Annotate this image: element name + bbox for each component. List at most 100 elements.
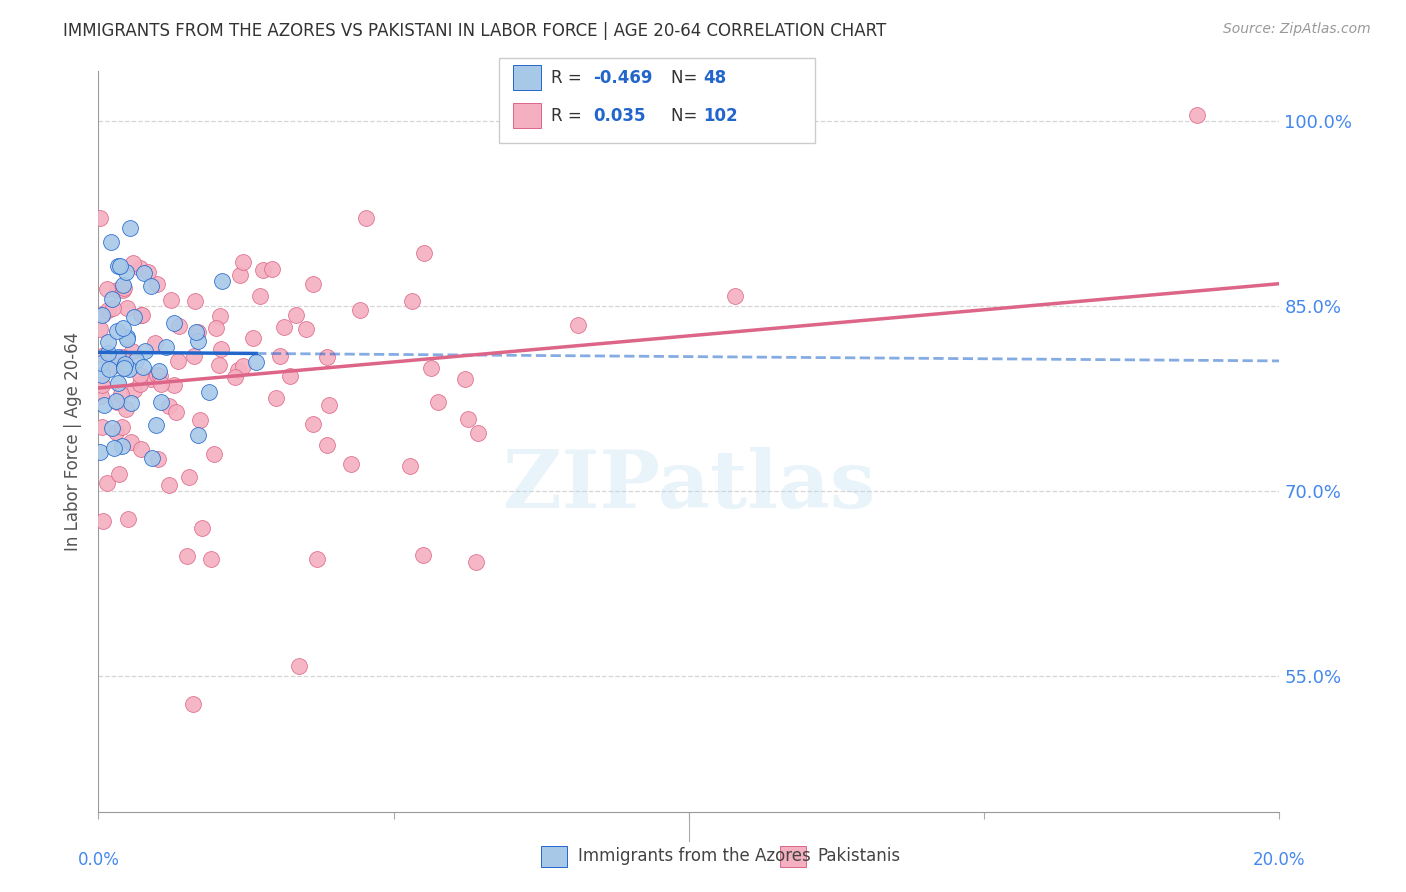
Point (110, 259, 132, 273)
Point (457, 411, 479, 425)
Point (115, 330, 138, 344)
Point (412, 548, 434, 562)
Point (191, 521, 214, 535)
Point (105, 395, 128, 409)
Point (121, 256, 143, 270)
Point (107, 376, 129, 390)
Point (167, 319, 190, 334)
Point (101, 421, 124, 435)
Point (401, 293, 423, 308)
Point (318, 398, 340, 412)
Point (120, 434, 142, 449)
Point (112, 321, 135, 335)
Point (340, 457, 363, 471)
Point (136, 265, 159, 279)
Point (129, 442, 152, 457)
Point (278, 368, 301, 383)
Text: 20.0%: 20.0% (1253, 851, 1306, 869)
Point (141, 451, 163, 466)
Point (205, 321, 228, 335)
Point (114, 360, 136, 375)
Point (143, 335, 166, 350)
Point (224, 370, 246, 384)
Point (93, 398, 115, 412)
Point (207, 358, 229, 372)
Point (145, 277, 167, 291)
Point (105, 325, 128, 339)
Text: 0.0%: 0.0% (77, 851, 120, 869)
Point (202, 447, 225, 461)
Point (91, 419, 114, 434)
Point (110, 387, 132, 401)
Point (229, 268, 252, 283)
Point (177, 469, 200, 483)
Point (157, 478, 180, 492)
Point (467, 426, 489, 441)
Point (89, 322, 111, 336)
Text: -0.469: -0.469 (593, 69, 652, 87)
Text: 102: 102 (703, 107, 738, 125)
Point (97, 302, 120, 317)
Point (211, 274, 233, 288)
Point (124, 383, 146, 397)
Point (208, 309, 231, 323)
Point (128, 377, 150, 392)
Point (112, 281, 135, 295)
Point (148, 363, 170, 377)
Point (117, 512, 139, 526)
Text: 0.035: 0.035 (593, 107, 645, 125)
Point (232, 359, 254, 373)
Point (112, 361, 135, 376)
Point (90, 389, 112, 403)
Point (145, 417, 167, 432)
Text: ZIPatlas: ZIPatlas (503, 447, 875, 525)
Point (200, 551, 222, 566)
Point (301, 277, 323, 292)
Point (148, 452, 170, 467)
Point (419, 361, 441, 376)
Point (115, 401, 138, 416)
Point (105, 283, 128, 297)
Point (115, 332, 138, 346)
Point (120, 221, 142, 235)
Point (181, 698, 204, 712)
Point (1185, 107, 1208, 121)
Point (426, 395, 449, 409)
Point (465, 556, 488, 570)
Point (97, 334, 120, 349)
Point (226, 362, 249, 376)
Point (111, 351, 134, 365)
Point (413, 246, 436, 260)
Point (288, 659, 311, 673)
Point (454, 372, 477, 386)
Point (118, 362, 141, 376)
Point (107, 260, 129, 274)
Point (232, 255, 254, 269)
Point (98, 362, 121, 376)
Point (90, 308, 112, 322)
Point (91, 307, 114, 321)
Point (165, 405, 187, 419)
Text: Source: ZipAtlas.com: Source: ZipAtlas.com (1223, 22, 1371, 37)
Point (90, 378, 112, 392)
Text: 48: 48 (703, 69, 725, 87)
Point (96, 282, 118, 296)
Point (105, 393, 128, 408)
Point (198, 385, 221, 400)
Text: IMMIGRANTS FROM THE AZORES VS PAKISTANI IN LABOR FORCE | AGE 20-64 CORRELATION C: IMMIGRANTS FROM THE AZORES VS PAKISTANI … (63, 22, 887, 40)
Point (155, 341, 177, 355)
Point (89, 211, 111, 226)
Point (103, 441, 125, 455)
Point (183, 349, 205, 363)
Point (167, 354, 190, 368)
Point (305, 551, 328, 566)
Point (186, 325, 208, 339)
Point (134, 266, 156, 280)
Point (301, 417, 323, 432)
Point (252, 263, 274, 277)
Point (93, 349, 115, 363)
Point (285, 308, 308, 322)
Point (107, 351, 129, 365)
Point (134, 343, 156, 358)
Point (139, 279, 162, 293)
